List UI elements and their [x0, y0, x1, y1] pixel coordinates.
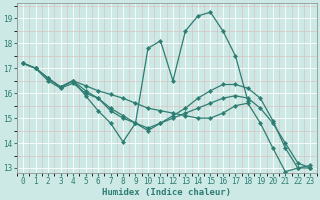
X-axis label: Humidex (Indice chaleur): Humidex (Indice chaleur) — [102, 188, 231, 197]
